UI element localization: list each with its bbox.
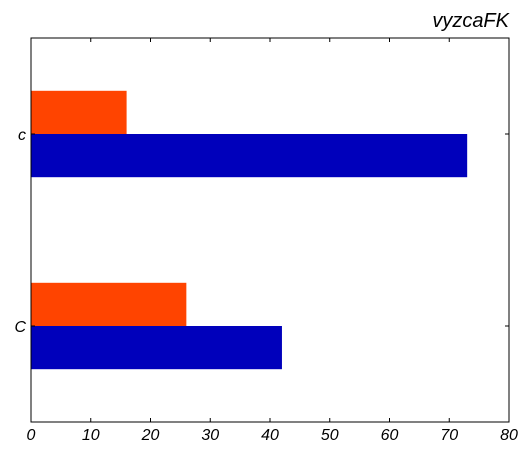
xtick-label-20: 20 (141, 427, 160, 444)
ytick-label-C: C (14, 319, 26, 336)
bars-group (31, 90, 468, 370)
ytick-label-c: c (18, 127, 26, 144)
xtick-label-0: 0 (27, 427, 36, 444)
bar-C-series-0 (31, 326, 282, 370)
xtick-label-40: 40 (261, 427, 279, 444)
chart-title: vyzcaFK (432, 10, 510, 32)
xtick-label-30: 30 (201, 427, 219, 444)
bar-c-series-0 (31, 134, 468, 178)
bar-C-series-1 (31, 282, 187, 326)
xtick-label-60: 60 (381, 427, 399, 444)
ticks-group: Cc 0 10 20 30 40 50 60 70 80 (14, 38, 518, 444)
xtick-label-10: 10 (82, 427, 100, 444)
xtick-label-80: 80 (500, 427, 518, 444)
xtick-label-70: 70 (440, 427, 458, 444)
bar-c-series-1 (31, 90, 127, 134)
xtick-label-50: 50 (321, 427, 339, 444)
